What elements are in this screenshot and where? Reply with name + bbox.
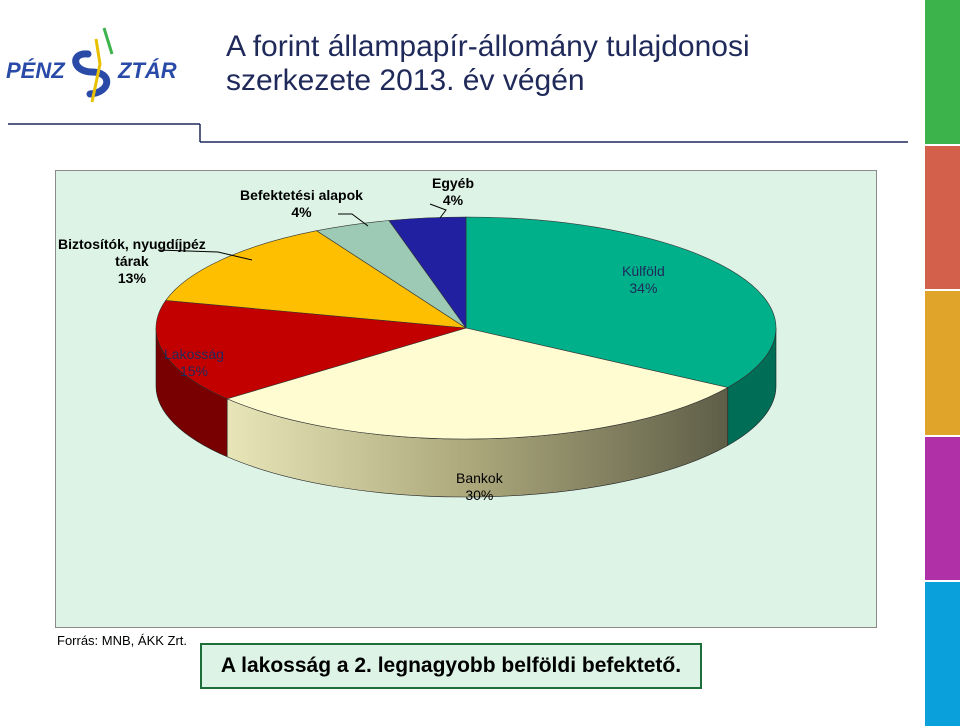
label-befektetesi-name: Befektetési alapok [240, 187, 363, 203]
svg-text:PÉNZ: PÉNZ [6, 58, 66, 83]
label-lakossag-name: Lakosság [164, 346, 224, 362]
label-lakossag: Lakosság 15% [164, 346, 224, 380]
pie-slice-5 [388, 216, 467, 329]
leader-line-0 [157, 249, 253, 261]
label-biztositok-line2: tárak [115, 253, 149, 269]
side-bar-3 [925, 436, 960, 581]
label-lakossag-value: 15% [179, 363, 208, 379]
label-biztositok-line1: Biztosítók, nyugdíjpéz [58, 236, 206, 252]
side-bar-4 [925, 582, 960, 726]
label-egyeb-name: Egyéb [432, 175, 475, 191]
leader-line-2 [429, 203, 447, 219]
title-line-1: A forint állampapír-állomány tulajdonosi [226, 30, 750, 63]
label-bankok: Bankok 30% [456, 470, 503, 504]
title-line-2: szerkezete 2013. év végén [226, 64, 585, 97]
page-title: A forint állampapír-állomány tulajdonosi… [226, 30, 906, 98]
side-bar-2 [925, 291, 960, 435]
penzsztar-logo: PÉNZ ZTÁR [6, 27, 177, 103]
title-divider [8, 123, 908, 143]
label-kulfold-name: Külföld [622, 263, 665, 279]
label-befektetesi: Befektetési alapok 4% [240, 187, 363, 221]
pie-leader-lines [157, 203, 447, 261]
label-egyeb: Egyéb 4% [432, 175, 474, 209]
label-biztositok: Biztosítók, nyugdíjpéz tárak 13% [58, 236, 206, 287]
label-bankok-value: 30% [465, 487, 494, 503]
source-note: Forrás: MNB, ÁKK Zrt. [57, 633, 188, 648]
label-befektetesi-value: 4% [291, 204, 312, 220]
pie-tops [155, 216, 777, 440]
side-bar-1 [925, 145, 960, 290]
pie-sides [155, 327, 777, 498]
pie-slice-1 [226, 327, 729, 440]
callout-box: A lakosság a 2. legnagyobb belföldi befe… [200, 643, 702, 689]
pie-slice-3 [165, 230, 467, 329]
label-biztositok-value: 13% [117, 270, 146, 286]
svg-text:ZTÁR: ZTÁR [117, 58, 177, 83]
pie-slice-2 [155, 300, 467, 400]
side-bar-0 [925, 0, 960, 144]
leader-line-1 [338, 213, 369, 227]
label-kulfold-value: 34% [629, 280, 658, 296]
decorative-side-bars [925, 0, 960, 728]
label-egyeb-value: 4% [442, 192, 464, 208]
label-kulfold: Külföld 34% [622, 263, 665, 297]
pie-slice-0 [465, 216, 777, 388]
label-bankok-name: Bankok [456, 470, 503, 486]
